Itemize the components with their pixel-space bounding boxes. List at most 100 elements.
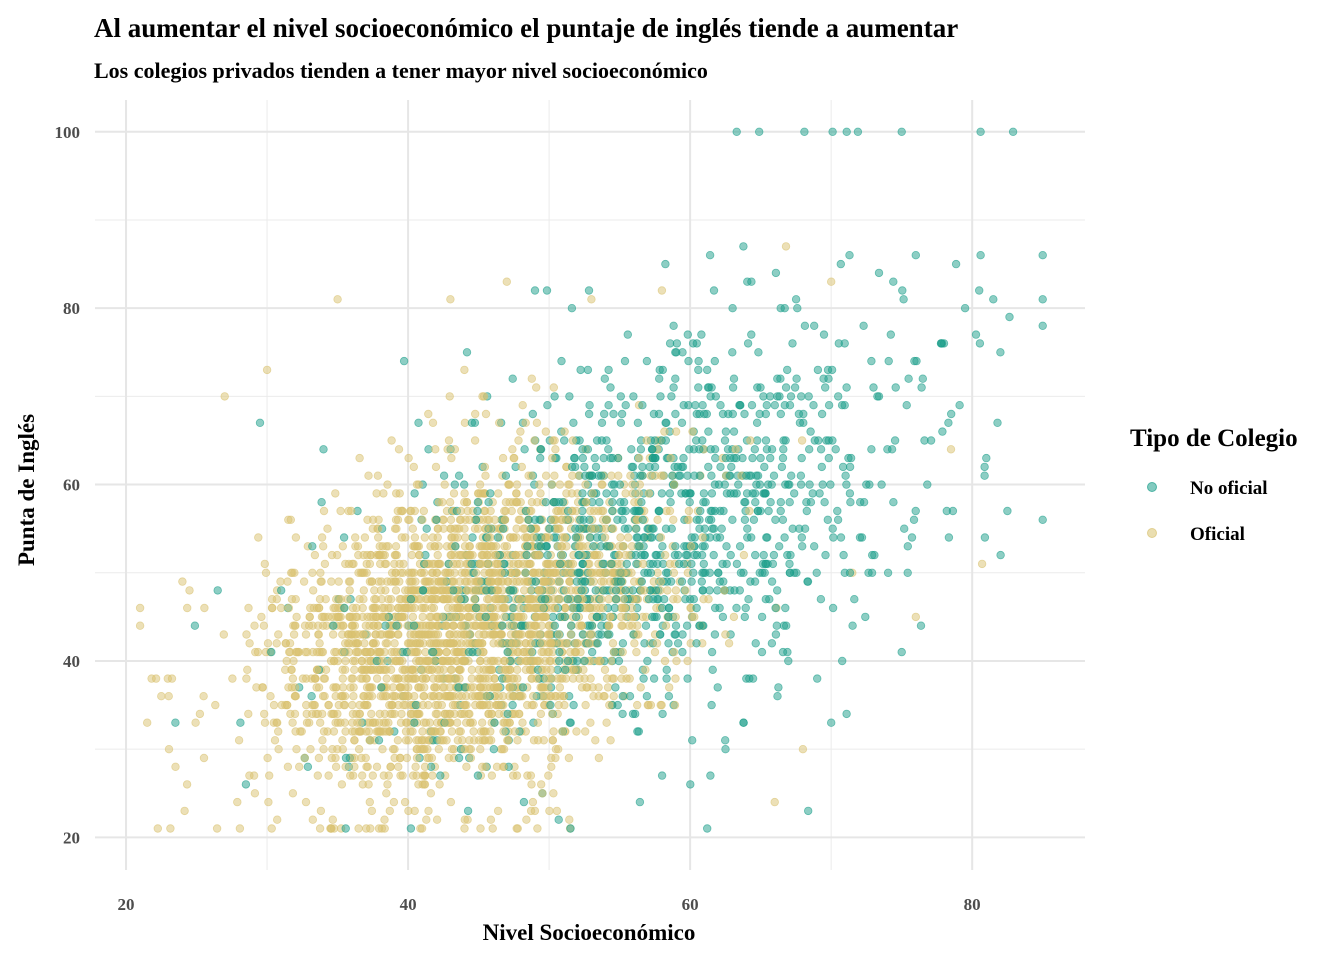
point-oficial [283, 657, 291, 665]
point-no-oficial [899, 287, 907, 295]
x-tick-label: 40 [400, 895, 417, 914]
point-oficial [565, 754, 573, 762]
point-no-oficial [786, 401, 794, 409]
point-oficial [422, 604, 430, 612]
point-oficial [172, 763, 180, 771]
point-no-oficial [875, 269, 883, 277]
point-oficial [978, 560, 986, 568]
point-no-oficial [650, 410, 658, 418]
point-no-oficial [655, 507, 663, 515]
point-no-oficial [825, 454, 833, 462]
point-oficial [610, 648, 618, 656]
point-oficial [740, 551, 748, 559]
point-no-oficial [781, 304, 789, 312]
point-oficial [535, 587, 543, 595]
point-oficial [524, 772, 532, 780]
point-oficial [358, 772, 366, 780]
point-oficial [410, 569, 418, 577]
point-no-oficial [375, 737, 383, 745]
point-no-oficial [605, 366, 613, 374]
point-no-oficial [917, 622, 925, 630]
point-no-oficial [821, 384, 829, 392]
point-no-oficial [502, 472, 510, 480]
point-oficial [346, 772, 354, 780]
point-no-oficial [433, 516, 441, 524]
point-oficial [425, 807, 433, 815]
point-oficial [327, 657, 335, 665]
point-oficial [406, 578, 414, 586]
point-oficial [420, 692, 428, 700]
point-no-oficial [740, 569, 748, 577]
point-no-oficial [684, 331, 692, 339]
point-no-oficial [817, 446, 825, 454]
point-no-oficial [798, 454, 806, 462]
point-oficial [229, 675, 237, 683]
point-no-oficial [783, 366, 791, 374]
point-oficial [497, 569, 505, 577]
point-oficial [432, 710, 440, 718]
legend-label-no-oficial: No oficial [1190, 478, 1268, 499]
point-oficial [539, 790, 547, 798]
point-oficial [481, 737, 489, 745]
point-oficial [265, 798, 273, 806]
point-no-oficial [827, 481, 835, 489]
point-no-oficial [653, 595, 661, 603]
point-no-oficial [733, 490, 741, 498]
point-oficial [461, 543, 469, 551]
point-no-oficial [793, 375, 801, 383]
point-no-oficial [763, 401, 771, 409]
point-no-oficial [639, 463, 647, 471]
point-no-oficial [748, 401, 756, 409]
point-oficial [287, 516, 295, 524]
point-no-oficial [318, 498, 326, 506]
point-oficial [372, 604, 380, 612]
point-oficial [672, 428, 680, 436]
point-oficial [251, 622, 259, 630]
point-oficial [301, 754, 309, 762]
point-oficial [481, 463, 489, 471]
point-no-oficial [578, 587, 586, 595]
point-oficial [461, 701, 469, 709]
point-oficial [502, 498, 510, 506]
point-no-oficial [581, 657, 589, 665]
point-oficial [456, 675, 464, 683]
point-no-oficial [824, 516, 832, 524]
y-tick-label: 20 [63, 828, 80, 847]
point-oficial [491, 595, 499, 603]
point-oficial [456, 595, 464, 603]
point-oficial [631, 640, 639, 648]
y-axis-title: Punta de Inglés [14, 414, 39, 566]
point-no-oficial [821, 498, 829, 506]
point-oficial [619, 648, 627, 656]
point-no-oficial [564, 595, 572, 603]
point-oficial [504, 719, 512, 727]
point-no-oficial [600, 587, 608, 595]
point-oficial [358, 754, 366, 762]
point-oficial [439, 684, 447, 692]
point-oficial [490, 640, 498, 648]
point-oficial [252, 648, 260, 656]
point-oficial [392, 657, 400, 665]
point-oficial [362, 622, 370, 630]
point-no-oficial [659, 366, 667, 374]
point-oficial [367, 684, 375, 692]
point-oficial [363, 631, 371, 639]
point-oficial [307, 604, 315, 612]
point-no-oficial [724, 446, 732, 454]
point-oficial [527, 631, 535, 639]
point-oficial [689, 428, 697, 436]
point-oficial [337, 507, 345, 515]
point-no-oficial [766, 595, 774, 603]
point-no-oficial [981, 463, 989, 471]
point-oficial [549, 437, 557, 445]
point-no-oficial [570, 454, 578, 462]
point-no-oficial [719, 560, 727, 568]
point-oficial [404, 692, 412, 700]
point-no-oficial [744, 278, 752, 286]
point-oficial [798, 437, 806, 445]
point-oficial [448, 640, 456, 648]
point-oficial [582, 701, 590, 709]
point-oficial [384, 781, 392, 789]
point-oficial [633, 648, 641, 656]
point-oficial [245, 710, 253, 718]
